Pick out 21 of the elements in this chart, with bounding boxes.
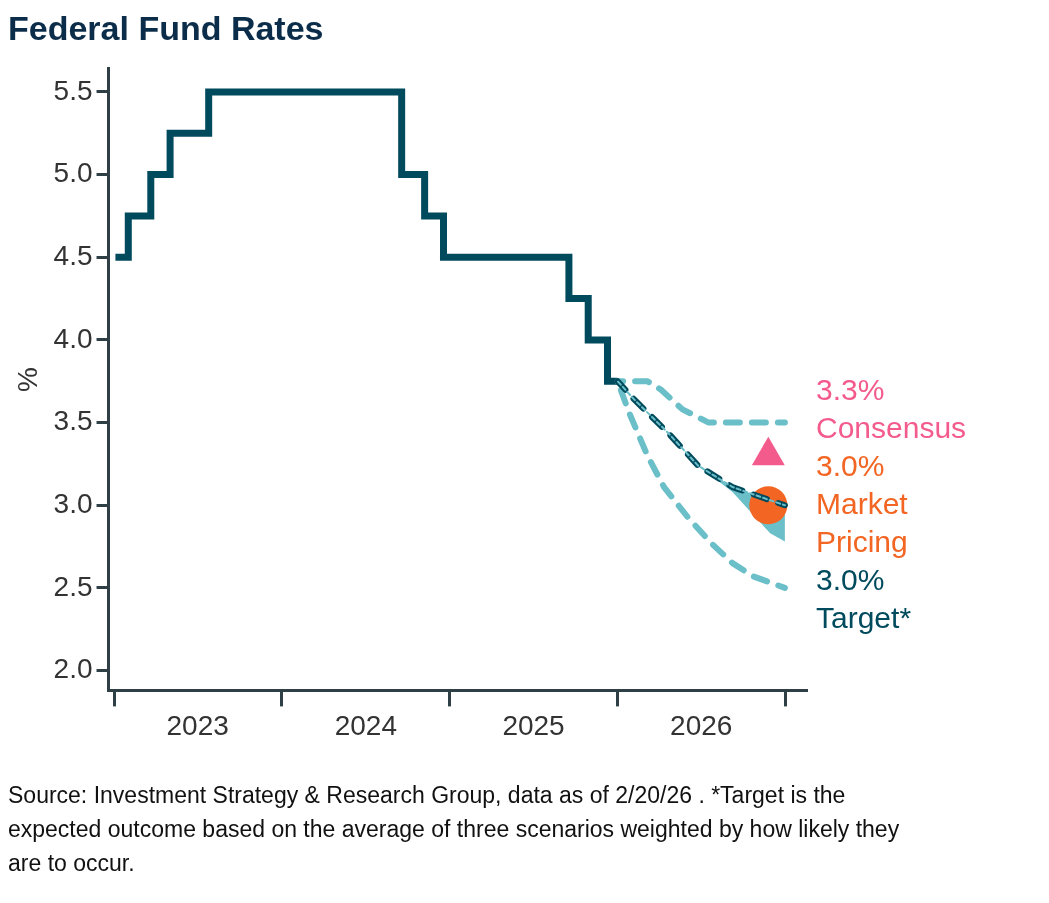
data-label: 3.0% <box>816 562 885 596</box>
y-tick-label: 4.5 <box>53 239 93 271</box>
x-tick-label: 2025 <box>502 709 565 741</box>
y-axis-title: % <box>11 367 43 393</box>
source-note: Source: Investment Strategy & Research Group, data as of 2/20/26 . *Target is the expected outcome based on the average of three scenarios weighted by how likely they are to occur. <box>8 781 901 878</box>
y-tick-label: 2.5 <box>53 570 93 602</box>
y-tick-label: 5.0 <box>53 157 93 189</box>
series-label: Consensus <box>816 410 967 444</box>
y-tick-label: 4.0 <box>53 322 93 354</box>
data-label: 3.0% <box>816 448 885 482</box>
y-tick-label: 5.5 <box>53 74 93 106</box>
data-label: 3.3% <box>816 372 885 406</box>
x-tick-label: 2026 <box>670 709 733 741</box>
y-tick-label: 3.5 <box>53 405 93 437</box>
series-label: Market Pricing <box>816 486 909 558</box>
y-tick-label: 2.0 <box>53 653 93 685</box>
chart-title: Federal Fund Rates <box>8 8 325 48</box>
text: Target* <box>816 600 912 634</box>
y-tick-label: 3.0 <box>53 487 93 519</box>
x-tick-label: 2024 <box>334 709 397 741</box>
x-tick-label: 2023 <box>166 709 229 741</box>
